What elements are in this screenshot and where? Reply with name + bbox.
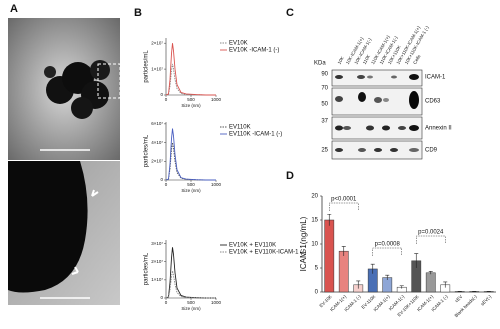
y-tick-label: 2×10⁷ — [151, 259, 163, 264]
y-tick-label: 10 — [311, 242, 318, 248]
lane-label: Cells — [412, 53, 422, 65]
bar — [338, 250, 349, 293]
marker-label: 25 — [321, 148, 328, 154]
series-line — [165, 247, 216, 299]
y-tick-label: 0 — [160, 177, 163, 182]
error-bar — [414, 253, 419, 268]
western-blot — [331, 69, 423, 160]
x-tick-label: cEV — [454, 294, 463, 303]
error-bar — [341, 246, 346, 256]
error-bar — [385, 274, 390, 280]
x-tick-label: 0 — [165, 97, 168, 102]
annotation: p=0.0008 — [375, 242, 401, 248]
marker-label: 37 — [321, 119, 328, 125]
panel-label: C — [286, 7, 294, 19]
series-line — [165, 270, 216, 299]
x-axis-label: Size (nm) — [181, 188, 201, 193]
y-tick-label: 0 — [315, 290, 319, 296]
x-tick-label: 0 — [165, 300, 168, 305]
legend-label: EV110K — [229, 125, 251, 131]
panel-label: A — [10, 3, 18, 15]
annotation: p<0.0001 — [331, 197, 357, 203]
y-tick-label: 0 — [160, 295, 163, 300]
series-line — [165, 63, 216, 96]
x-tick-label: ICAM-1 (-) — [343, 294, 362, 313]
x-tick-label: ICAM-1 (-) — [430, 294, 449, 313]
error-bar — [356, 280, 361, 289]
x-tick-label: 1000 — [211, 97, 222, 102]
marker-label: 70 — [321, 86, 328, 92]
band-label: CD9 — [425, 148, 438, 154]
error-bar — [428, 271, 433, 275]
y-tick-label: 4×10⁷ — [151, 140, 163, 145]
y-tick-label: 5 — [315, 266, 319, 272]
legend-label: EV10K -ICAM-1 (-) — [229, 48, 279, 54]
panel-label: B — [134, 7, 142, 19]
error-bar — [399, 285, 404, 289]
y-tick-label: 2×10⁷ — [151, 158, 163, 163]
band-label: CD63 — [425, 99, 441, 105]
panel-label: D — [286, 170, 294, 182]
lane-label: 110K — [362, 54, 371, 65]
y-tick-label: 0 — [160, 92, 163, 97]
y-tick-label: 20 — [311, 194, 318, 200]
band-label: ICAM-1 — [425, 75, 446, 81]
x-tick-label: 0 — [165, 182, 168, 187]
x-tick-label: 1000 — [211, 300, 222, 305]
lane-label: 10K — [337, 56, 345, 65]
error-bar — [370, 263, 375, 274]
legend-label: EV10K + EV110K-ICAM-1 (-) — [229, 250, 306, 256]
y-tick-label: 6×10⁷ — [151, 121, 163, 126]
error-bar — [327, 213, 332, 226]
x-axis-label: Size (nm) — [181, 306, 201, 311]
annotation: p=0.0024 — [418, 230, 444, 236]
significance-bracket — [372, 247, 402, 256]
x-tick-label: 500 — [187, 97, 195, 102]
y-axis-label: particles/mL — [144, 252, 150, 285]
bar — [425, 272, 436, 293]
x-tick-label: 1000 — [211, 182, 222, 187]
series-line — [165, 43, 216, 96]
x-tick-label: sEV(-) — [480, 294, 493, 307]
x-axis-label: Size (nm) — [181, 103, 201, 108]
y-axis-label: particles/mL — [144, 50, 150, 83]
em-image-bottom — [8, 161, 120, 305]
series-line — [165, 128, 216, 181]
legend-label: EV10K — [229, 41, 248, 47]
x-tick-label: 500 — [187, 182, 195, 187]
kda-label: KDa — [314, 61, 326, 67]
em-image-top — [8, 18, 121, 160]
marker-label: 50 — [321, 102, 328, 108]
band-label: Annexin II — [425, 126, 452, 132]
error-bar — [443, 281, 448, 288]
legend-label: EV10K + EV110K — [229, 243, 276, 249]
series-line — [165, 142, 216, 181]
y-axis-label: particles/mL — [144, 134, 150, 167]
y-tick-label: 15 — [311, 218, 318, 224]
y-tick-label: 1×10⁷ — [151, 277, 163, 282]
marker-label: 90 — [321, 72, 328, 78]
y-tick-label: 2×10⁷ — [151, 40, 163, 45]
bar — [324, 219, 335, 293]
x-tick-label: 500 — [187, 300, 195, 305]
y-tick-label: 3×10⁷ — [151, 241, 163, 246]
significance-bracket — [416, 235, 446, 244]
y-axis-label: ICAM-1(ng/mL) — [299, 216, 308, 271]
legend-label: EV110K -ICAM-1 (-) — [229, 132, 282, 138]
y-tick-label: 1×10⁷ — [151, 66, 163, 71]
significance-bracket — [329, 202, 359, 211]
